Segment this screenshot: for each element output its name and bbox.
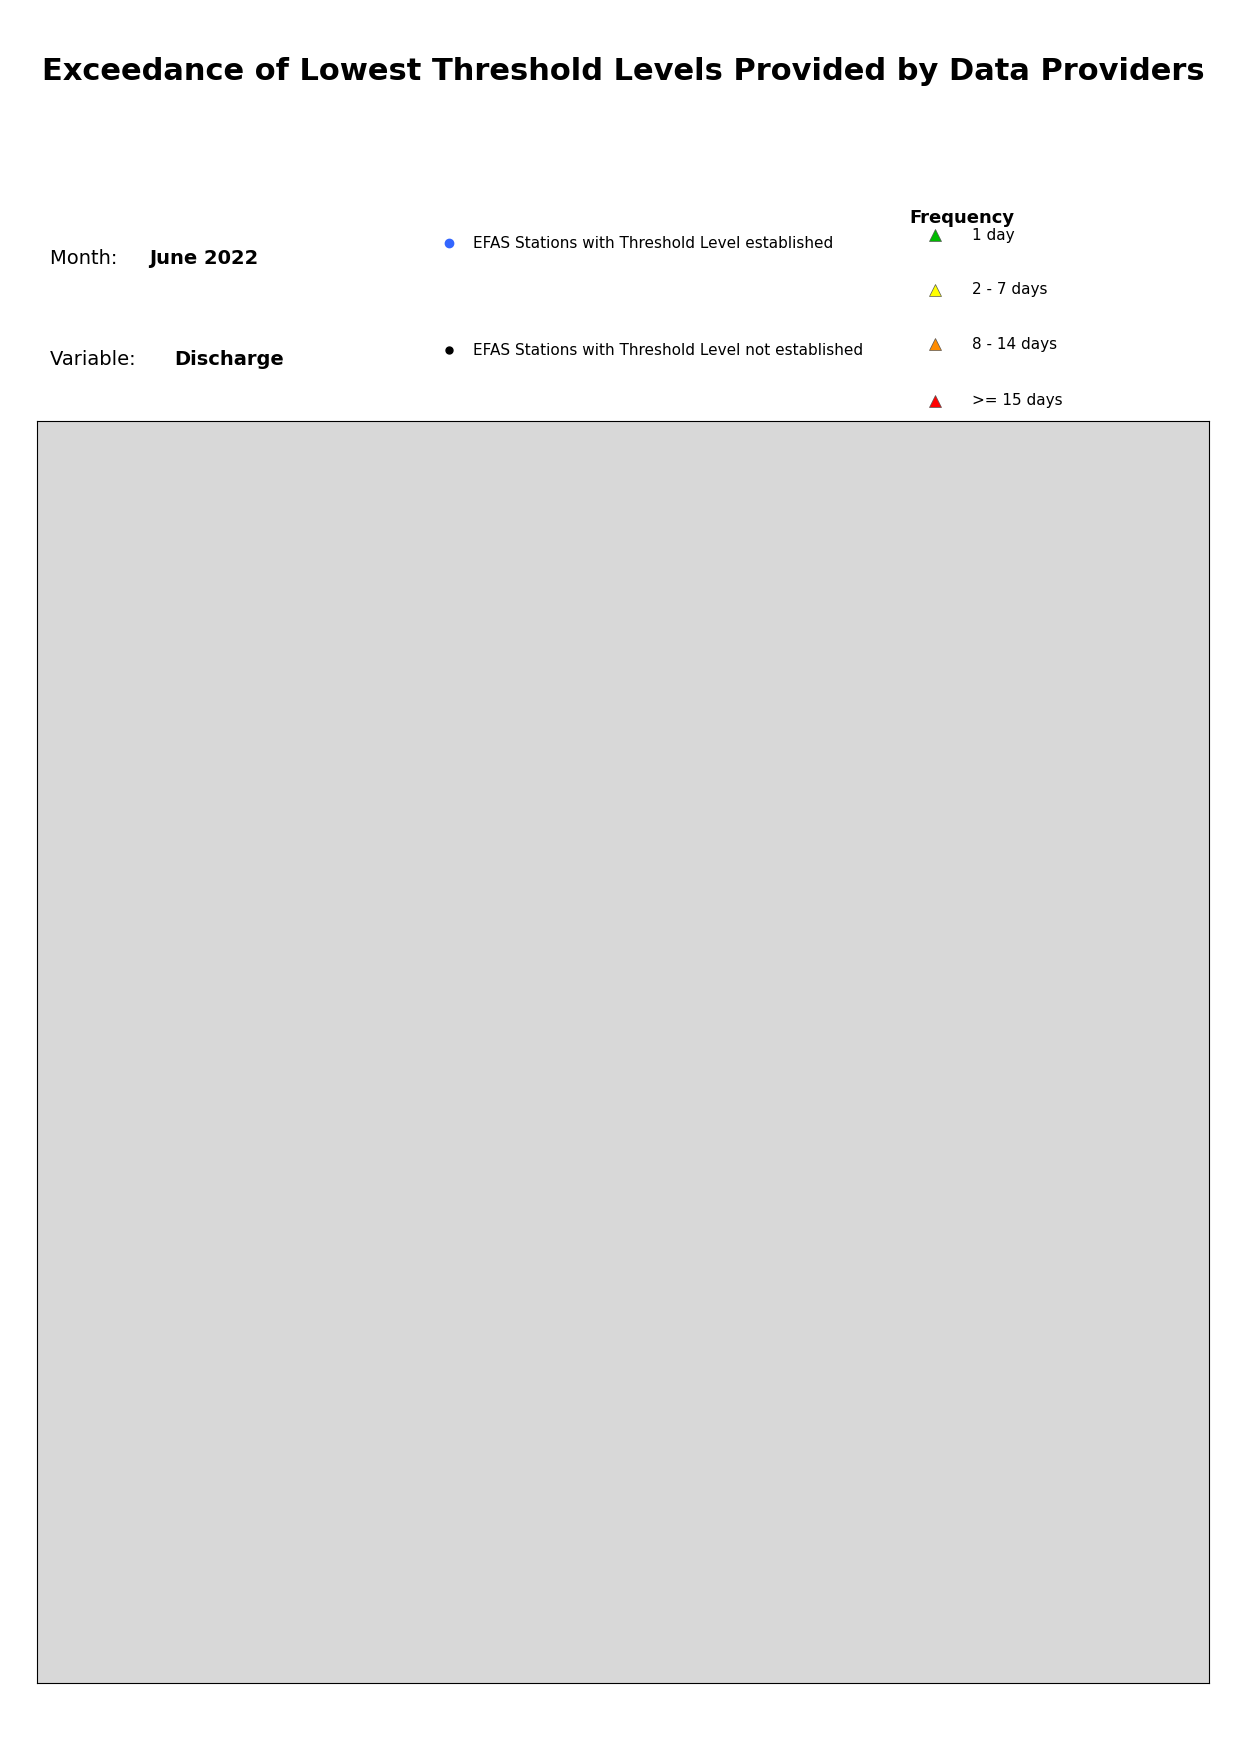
Text: Discharge: Discharge bbox=[174, 351, 284, 370]
Text: Frequency: Frequency bbox=[910, 209, 1014, 228]
Text: Month:: Month: bbox=[50, 249, 123, 268]
Text: EFAS Stations with Threshold Level established: EFAS Stations with Threshold Level estab… bbox=[473, 237, 834, 251]
Text: >= 15 days: >= 15 days bbox=[972, 393, 1063, 408]
Text: June 2022: June 2022 bbox=[150, 249, 259, 268]
Text: 1 day: 1 day bbox=[972, 228, 1014, 242]
Text: EFAS Stations with Threshold Level not established: EFAS Stations with Threshold Level not e… bbox=[473, 342, 863, 358]
Text: Exceedance of Lowest Threshold Levels Provided by Data Providers: Exceedance of Lowest Threshold Levels Pr… bbox=[41, 58, 1205, 86]
Text: 2 - 7 days: 2 - 7 days bbox=[972, 282, 1048, 298]
Text: Variable:: Variable: bbox=[50, 351, 142, 370]
Text: 8 - 14 days: 8 - 14 days bbox=[972, 337, 1057, 352]
